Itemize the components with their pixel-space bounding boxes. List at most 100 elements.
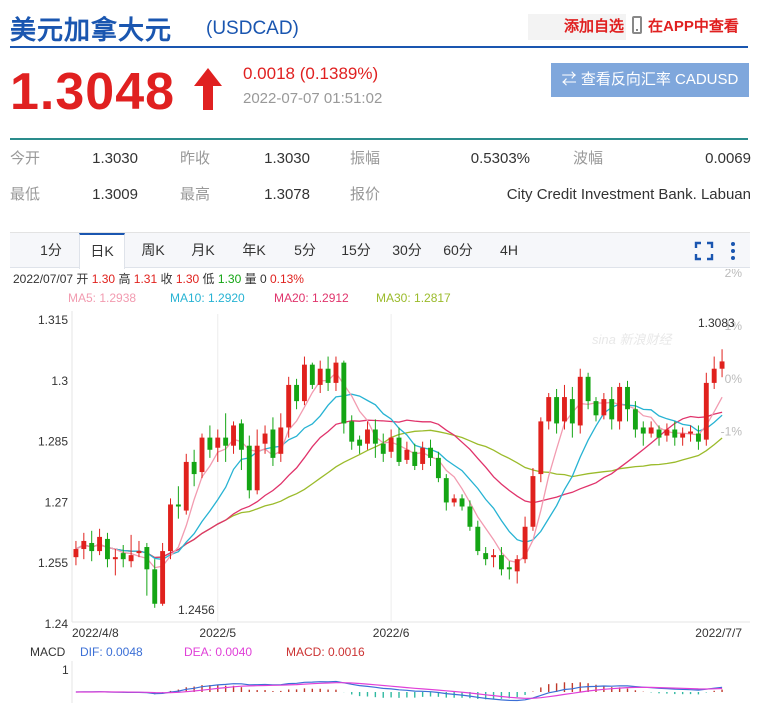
y-tick-label: 1.255 (38, 556, 68, 570)
candle-body (428, 447, 433, 458)
add-favorite-button[interactable]: 添加自选 (528, 14, 626, 40)
pct-tick-label: 2% (725, 269, 743, 280)
candle-body (491, 555, 496, 558)
candle-body (349, 421, 355, 442)
candle-body (443, 478, 449, 503)
candle-body (404, 449, 410, 460)
x-axis-label: 2022/7/7 (695, 626, 742, 640)
up-arrow-icon (194, 68, 222, 110)
candle-body (554, 397, 560, 424)
amplitude-value: 0.5303% (470, 150, 530, 167)
low-label: 最低 (10, 186, 41, 203)
candle-body (569, 399, 575, 424)
status-line: 2022/07/07 开 1.30 高 1.31 收 1.30 低 1.30 量… (13, 271, 304, 286)
tab-4[interactable]: 年K (242, 242, 266, 258)
tab-2[interactable]: 周K (141, 242, 165, 258)
candle-body (625, 386, 630, 410)
chart-panel: 1分 日K 周K 月K 年K 5分 15分 30分 60分 4H 2022/07/07 开 1.3… (10, 232, 750, 703)
title-row: 美元加拿大元 (USDCAD) 添加自选 在APP中查看 (10, 8, 752, 45)
candle-body (365, 429, 370, 444)
macd-dea-line (75, 682, 723, 699)
candle-body (459, 498, 465, 507)
wave-value: 0.0069 (705, 150, 751, 167)
candle-body (191, 461, 197, 475)
candle-body (656, 429, 662, 438)
tab-7[interactable]: 30分 (392, 242, 422, 258)
x-axis-label: 2022/4/8 (72, 626, 119, 640)
tab-1[interactable]: 日K (79, 233, 125, 269)
info-row-2: 最低 1.3009 最高 1.3078 报价 City Credit Inves… (10, 181, 751, 217)
reverse-rate-button[interactable]: ⇄ 查看反向汇率 CADUSD (551, 63, 749, 97)
candle-body (703, 382, 709, 440)
tab-5[interactable]: 5分 (294, 242, 316, 258)
more-options-icon[interactable] (728, 241, 738, 261)
candle-body (262, 433, 268, 444)
open-value: 1.3030 (92, 150, 138, 167)
candle-body (672, 429, 678, 438)
candle-body (467, 506, 473, 527)
kline-chart[interactable]: 2022/07/07 开 1.30 高 1.31 收 1.30 低 1.30 量… (10, 269, 750, 703)
info-divider (10, 138, 748, 140)
candle-body (483, 553, 489, 560)
phone-icon (632, 16, 642, 34)
candle-body (601, 399, 607, 416)
info-row-1: 今开 1.3030 昨收 1.3030 振幅 0.5303% 波幅 0.0069 (10, 145, 751, 181)
candle-body (719, 361, 725, 369)
candle-body (238, 423, 244, 450)
candle-body (420, 447, 426, 464)
current-price: 1.3048 (10, 63, 176, 121)
tab-3[interactable]: 月K (191, 242, 215, 258)
amplitude-label: 振幅 (350, 150, 381, 167)
view-in-app-link[interactable]: 在APP中查看 (632, 14, 752, 40)
ma-label-ma30: MA30: 1.2817 (376, 291, 451, 305)
x-axis-label: 2022/5 (199, 626, 236, 640)
candle-body (435, 457, 441, 479)
pct-tick-label: 0% (725, 372, 743, 386)
candle-body (609, 399, 615, 420)
candle-body (215, 437, 221, 448)
candle-body (254, 445, 260, 491)
candle-body (294, 384, 300, 402)
y-tick-label: 1.315 (38, 313, 68, 327)
y-tick-label: 1.3 (51, 374, 68, 388)
candle-body (475, 526, 481, 552)
y-tick-label: 1.285 (38, 435, 68, 449)
candle-body (325, 368, 331, 383)
candle-body (120, 553, 126, 560)
low-annotation: 1.2456 (178, 603, 215, 617)
candle-body (396, 437, 402, 462)
candle-body (380, 443, 386, 454)
fullscreen-icon[interactable] (694, 241, 714, 261)
quoter-label: 报价 (350, 186, 381, 203)
watermark: sina 新浪财经 (592, 332, 673, 347)
tab-9[interactable]: 4H (500, 242, 518, 258)
candle-body (695, 433, 701, 442)
candle-body (617, 386, 623, 422)
candle-body (160, 551, 166, 604)
low-value: 1.3009 (92, 186, 138, 203)
pair-code: (USDCAD) (206, 18, 299, 39)
y-tick-label: 1.27 (45, 495, 69, 509)
candle-body (317, 368, 323, 385)
tab-0[interactable]: 1分 (40, 242, 62, 258)
candle-body (388, 437, 394, 452)
candle-body (168, 504, 173, 552)
candle-body (632, 409, 638, 430)
high-label: 最高 (180, 186, 211, 203)
x-axis-label: 2022/6 (373, 626, 410, 640)
candle-body (648, 427, 654, 434)
macd-dif-line (75, 680, 723, 702)
open-label: 今开 (10, 150, 41, 167)
pct-tick-label: 1% (725, 319, 743, 333)
tab-8[interactable]: 60分 (443, 242, 473, 258)
candle-body (514, 559, 520, 572)
macd-dea-label: DEA: 0.0040 (184, 645, 252, 659)
candle-body (97, 536, 103, 552)
candle-body (183, 461, 189, 511)
candle-body (128, 555, 134, 562)
price-change: 0.0018 (0.1389%) (243, 64, 379, 83)
ma-label-ma5: MA5: 1.2938 (68, 291, 136, 305)
candle-body (231, 425, 236, 446)
candle-body (144, 547, 150, 570)
tab-6[interactable]: 15分 (341, 242, 371, 258)
